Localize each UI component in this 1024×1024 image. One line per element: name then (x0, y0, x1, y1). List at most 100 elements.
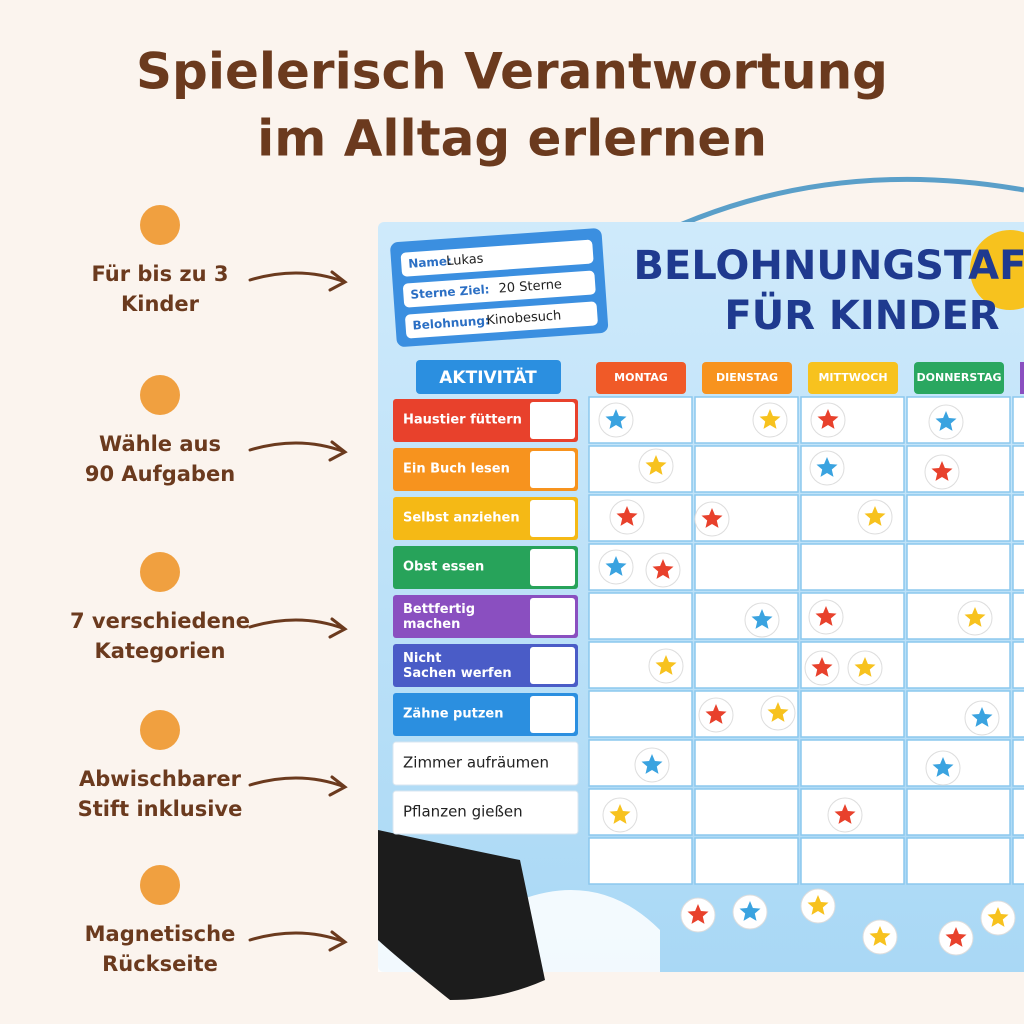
tag-label: Sterne Ziel: (410, 282, 490, 301)
star (807, 895, 829, 915)
day-label: DIENSTAG (716, 371, 778, 384)
activity-header (416, 360, 561, 394)
feature-arrow (248, 270, 348, 292)
grid-cell (906, 837, 1011, 885)
tag-field (403, 270, 596, 308)
tag-label: Name: (408, 254, 452, 271)
feature-text: Wähle aus (99, 432, 221, 456)
tag-value: 20 Sterne (498, 277, 562, 296)
activity-icon-bg (530, 598, 575, 635)
grid-cell (1012, 739, 1024, 787)
feature-icon (140, 865, 180, 905)
activity-label: Nicht Sachen werfen (403, 651, 512, 681)
star (854, 657, 876, 677)
activity-icon-bg (530, 647, 575, 684)
grid-cell (694, 837, 799, 885)
feature-text: 90 Aufgaben (85, 462, 235, 486)
star (971, 707, 993, 727)
star (945, 927, 967, 947)
grid-cell (800, 739, 905, 787)
tag-value: Lukas (446, 252, 484, 270)
day-tab (596, 362, 686, 394)
title-line: im Alltag erlernen (257, 110, 767, 168)
title-line: Spielerisch Verantwortung (136, 43, 888, 101)
grid-cell (1012, 788, 1024, 836)
activity-label: Zimmer aufräumen (403, 754, 549, 772)
activity-label: Selbst anziehen (403, 511, 520, 526)
activity-icon-bg (530, 549, 575, 586)
star (869, 926, 891, 946)
feature-text: 7 verschiedene (70, 609, 250, 633)
sun (970, 230, 1024, 310)
activity-label: Zähne putzen (403, 707, 503, 722)
feature-arrow (248, 930, 348, 952)
grid-cell (906, 494, 1011, 542)
grid-cell (800, 837, 905, 885)
grid-cell (800, 690, 905, 738)
activity-label: Obst essen (403, 560, 484, 575)
board-title: BELOHNUNGSTAF (634, 243, 1024, 289)
day-label: MONTAG (614, 371, 668, 384)
star (932, 757, 954, 777)
star (605, 409, 627, 429)
grid-cell (1012, 445, 1024, 493)
activity-label: Pflanzen gießen (403, 803, 523, 821)
magnet-curl (378, 830, 545, 1000)
feature-icon (140, 205, 180, 245)
grid-cell (694, 445, 799, 493)
star (705, 704, 727, 724)
day-tab (702, 362, 792, 394)
day-tab (1020, 362, 1024, 394)
feature-text: Kategorien (95, 639, 226, 663)
feature-text: Rückseite (102, 952, 218, 976)
activity-icon-bg (530, 696, 575, 733)
grid-cell (588, 690, 693, 738)
star (931, 461, 953, 481)
star (751, 609, 773, 629)
star (834, 804, 856, 824)
feature-icon (140, 710, 180, 750)
activity-icon-bg (530, 794, 575, 831)
star (864, 506, 886, 526)
feature-text: Kinder (121, 292, 200, 316)
grid-cell (906, 543, 1011, 591)
star (645, 455, 667, 475)
activity-label: Ein Buch lesen (403, 462, 510, 477)
grid-cell (1012, 641, 1024, 689)
grid-cell (694, 543, 799, 591)
star (767, 702, 789, 722)
star (815, 606, 837, 626)
tag-value: Kinobesuch (486, 308, 562, 328)
activity-icon-bg (530, 402, 575, 439)
grid-cell (1012, 690, 1024, 738)
grid-cell (1012, 396, 1024, 444)
star (652, 559, 674, 579)
grid-cell (694, 641, 799, 689)
grid-cell (1012, 592, 1024, 640)
grid-cell (800, 494, 905, 542)
star (655, 655, 677, 675)
star (616, 506, 638, 526)
feature-arrow (248, 617, 348, 639)
star (687, 904, 709, 924)
grid-cell (1012, 543, 1024, 591)
grid-cell (800, 543, 905, 591)
day-tab (914, 362, 1004, 394)
activity-icon-bg (530, 451, 575, 488)
tag-field (400, 239, 594, 277)
star (964, 607, 986, 627)
star (935, 411, 957, 431)
grid-cell (588, 592, 693, 640)
day-tab (808, 362, 898, 394)
star (739, 901, 761, 921)
tag-field (405, 301, 598, 339)
activity-label: Bettfertig machen (403, 602, 475, 632)
activity-icon-bg (530, 745, 575, 782)
feature-text: Abwischbarer (79, 767, 242, 791)
star (609, 804, 631, 824)
activity-label: Haustier füttern (403, 413, 522, 428)
feature-icon (140, 375, 180, 415)
grid-cell (906, 641, 1011, 689)
feature-arrow (248, 775, 348, 797)
